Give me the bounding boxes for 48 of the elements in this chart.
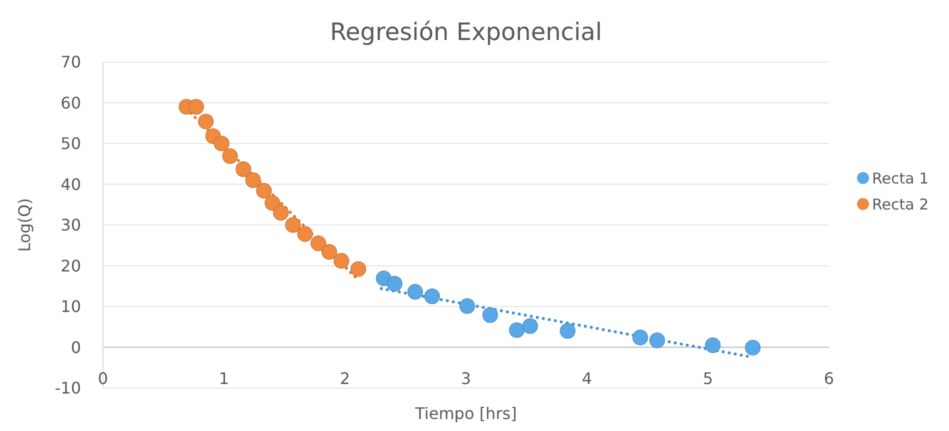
y-tick-label: 10 <box>60 297 81 316</box>
point <box>310 236 326 252</box>
y-tick-label: 40 <box>60 174 81 194</box>
legend-label: Recta 1 <box>872 169 929 188</box>
y-axis-title: Log(Q) <box>15 198 34 252</box>
point <box>236 161 252 177</box>
point <box>297 226 313 242</box>
point <box>509 322 525 338</box>
x-tick-label: 6 <box>824 369 834 388</box>
y-tick-label: 20 <box>60 256 81 276</box>
point <box>245 172 261 188</box>
point <box>744 340 761 356</box>
x-tick-label: 2 <box>340 369 350 388</box>
point <box>256 182 272 199</box>
point <box>386 276 402 292</box>
y-tick-label: 70 <box>60 52 81 72</box>
x-tick-label: 5 <box>702 369 714 388</box>
point <box>350 261 366 277</box>
point <box>705 337 721 354</box>
x-tick-label: 3 <box>460 369 472 388</box>
x-tick-label: 0 <box>98 369 108 388</box>
point <box>482 307 498 323</box>
y-tick-label: 0 <box>70 338 81 357</box>
x-tick-label: 4 <box>582 369 592 388</box>
point <box>560 323 576 339</box>
y-tick-label: -10 <box>54 378 81 398</box>
point <box>407 284 423 300</box>
point <box>222 148 238 164</box>
point <box>334 253 350 269</box>
y-tick-label: 60 <box>60 93 81 112</box>
point <box>188 99 204 115</box>
point <box>285 217 301 233</box>
point <box>459 298 476 314</box>
x-tick-label: 1 <box>218 369 230 388</box>
x-axis-title: Tiempo [hrs] <box>414 404 517 423</box>
chart-title: Regresión Exponencial <box>330 18 602 46</box>
legend-label: Recta 2 <box>872 195 929 214</box>
point <box>264 195 280 211</box>
point <box>198 114 214 130</box>
point <box>424 288 440 304</box>
point <box>522 318 538 334</box>
y-tick-label: 30 <box>60 216 81 235</box>
point <box>321 244 338 260</box>
point <box>649 332 665 348</box>
point <box>214 136 230 152</box>
y-tick-label: 50 <box>60 134 81 154</box>
point <box>273 204 289 221</box>
point <box>632 330 648 346</box>
